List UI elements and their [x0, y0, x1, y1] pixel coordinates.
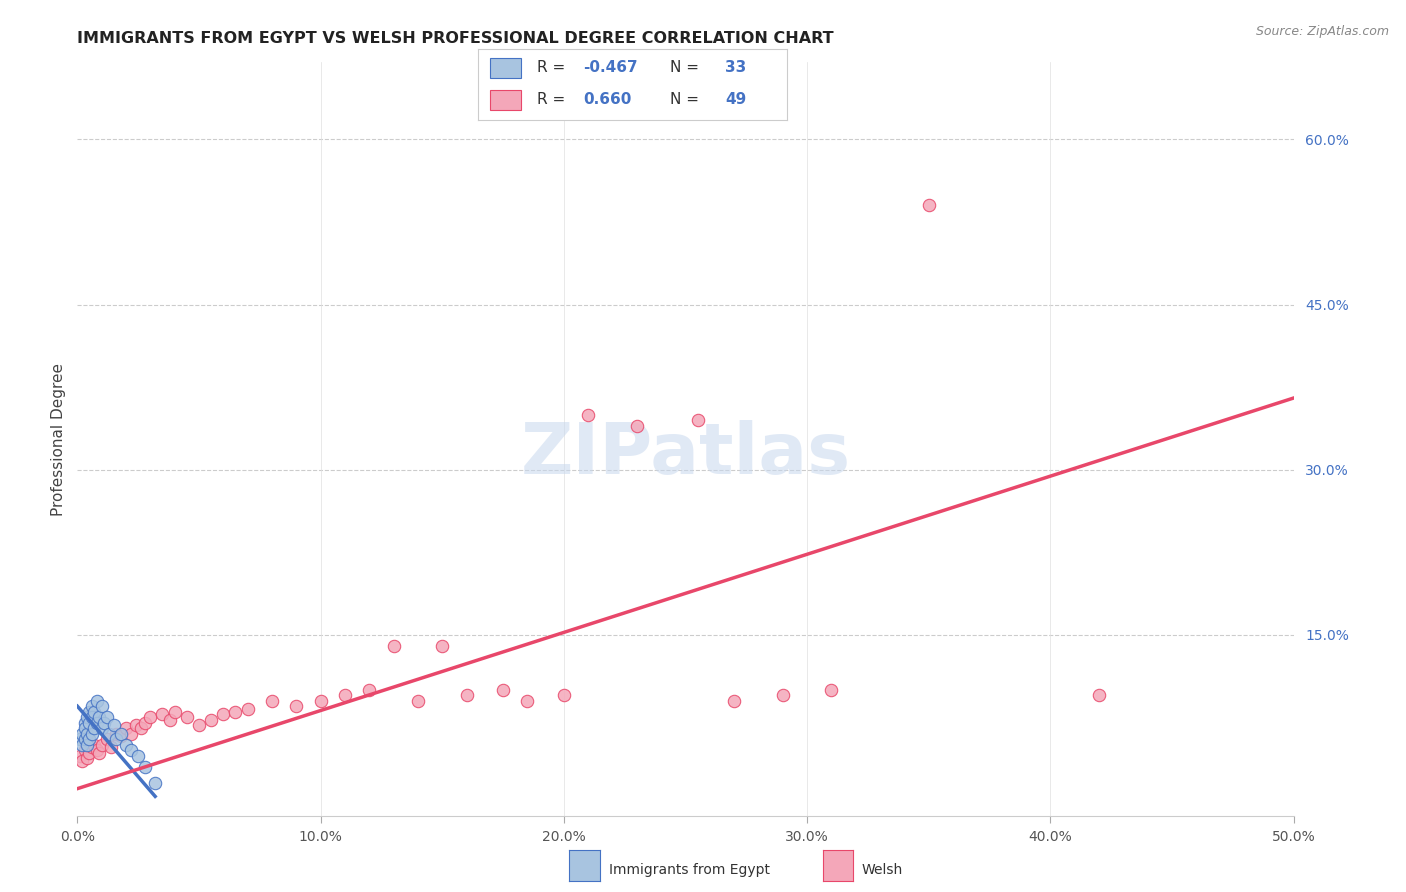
Point — [86, 715, 108, 730]
Point — [333, 688, 356, 702]
Point — [176, 710, 198, 724]
Point — [553, 688, 575, 702]
Point — [90, 738, 112, 752]
Point — [73, 732, 96, 747]
Point — [359, 682, 381, 697]
Text: Welsh: Welsh — [862, 863, 903, 877]
Point — [456, 688, 478, 702]
Point — [406, 693, 429, 707]
Point — [79, 715, 101, 730]
Point — [159, 714, 181, 728]
Point — [79, 705, 101, 719]
FancyBboxPatch shape — [491, 58, 522, 78]
Point — [76, 751, 98, 765]
Point — [129, 721, 152, 735]
Text: R =: R = — [537, 92, 575, 107]
Text: 0.660: 0.660 — [583, 92, 631, 107]
Point — [224, 705, 246, 719]
Point — [212, 706, 235, 721]
Point — [70, 738, 93, 752]
Text: 49: 49 — [725, 92, 747, 107]
Point — [105, 726, 128, 740]
Point — [76, 710, 98, 724]
Point — [772, 688, 794, 702]
Text: Immigrants from Egypt: Immigrants from Egypt — [609, 863, 770, 877]
Point — [83, 705, 105, 719]
Point — [80, 726, 103, 740]
Point — [79, 747, 101, 761]
Point — [110, 726, 132, 740]
Point — [143, 776, 166, 790]
Point — [76, 726, 98, 740]
Point — [382, 639, 405, 653]
Point — [69, 732, 91, 747]
Y-axis label: Professional Degree: Professional Degree — [51, 363, 66, 516]
Point — [90, 699, 112, 714]
Point — [96, 732, 118, 747]
Point — [236, 702, 259, 716]
Point — [90, 721, 112, 735]
Point — [127, 748, 149, 763]
Point — [120, 743, 142, 757]
Point — [100, 739, 122, 754]
Point — [73, 715, 96, 730]
Point — [105, 732, 128, 747]
Text: N =: N = — [669, 60, 703, 75]
Point — [73, 721, 96, 735]
Point — [89, 747, 111, 761]
Point — [89, 710, 111, 724]
Text: Source: ZipAtlas.com: Source: ZipAtlas.com — [1256, 25, 1389, 38]
Point — [97, 726, 120, 740]
Point — [516, 693, 538, 707]
Point — [79, 732, 101, 747]
Point — [576, 408, 599, 422]
Point — [918, 198, 941, 212]
Text: 33: 33 — [725, 60, 747, 75]
Point — [260, 693, 283, 707]
Point — [125, 718, 148, 732]
Point — [723, 693, 745, 707]
Point — [73, 743, 96, 757]
Point — [110, 729, 132, 743]
Point — [86, 693, 108, 707]
Point — [188, 718, 211, 732]
Text: ZIPatlas: ZIPatlas — [520, 420, 851, 489]
Point — [70, 726, 93, 740]
Point — [285, 699, 308, 714]
Point — [492, 682, 515, 697]
Point — [69, 748, 91, 763]
Point — [76, 738, 98, 752]
Point — [83, 721, 105, 735]
Point — [309, 693, 332, 707]
Text: -0.467: -0.467 — [583, 60, 638, 75]
Point — [83, 738, 105, 752]
Point — [139, 710, 162, 724]
Point — [1088, 688, 1111, 702]
Point — [152, 706, 174, 721]
Point — [120, 726, 142, 740]
Point — [80, 699, 103, 714]
Point — [686, 413, 709, 427]
Text: IMMIGRANTS FROM EGYPT VS WELSH PROFESSIONAL DEGREE CORRELATION CHART: IMMIGRANTS FROM EGYPT VS WELSH PROFESSIO… — [77, 31, 834, 46]
Point — [80, 710, 103, 724]
Point — [80, 739, 103, 754]
Point — [432, 639, 454, 653]
FancyBboxPatch shape — [491, 90, 522, 110]
Point — [134, 759, 156, 773]
Point — [163, 705, 186, 719]
Point — [96, 710, 118, 724]
Point — [70, 754, 93, 768]
Point — [103, 718, 125, 732]
Text: R =: R = — [537, 60, 569, 75]
Point — [115, 721, 138, 735]
Point — [134, 715, 156, 730]
Point — [86, 743, 108, 757]
Point — [93, 715, 115, 730]
Point — [820, 682, 842, 697]
Text: N =: N = — [669, 92, 703, 107]
Point — [200, 714, 222, 728]
Point — [626, 418, 648, 433]
Point — [115, 738, 138, 752]
